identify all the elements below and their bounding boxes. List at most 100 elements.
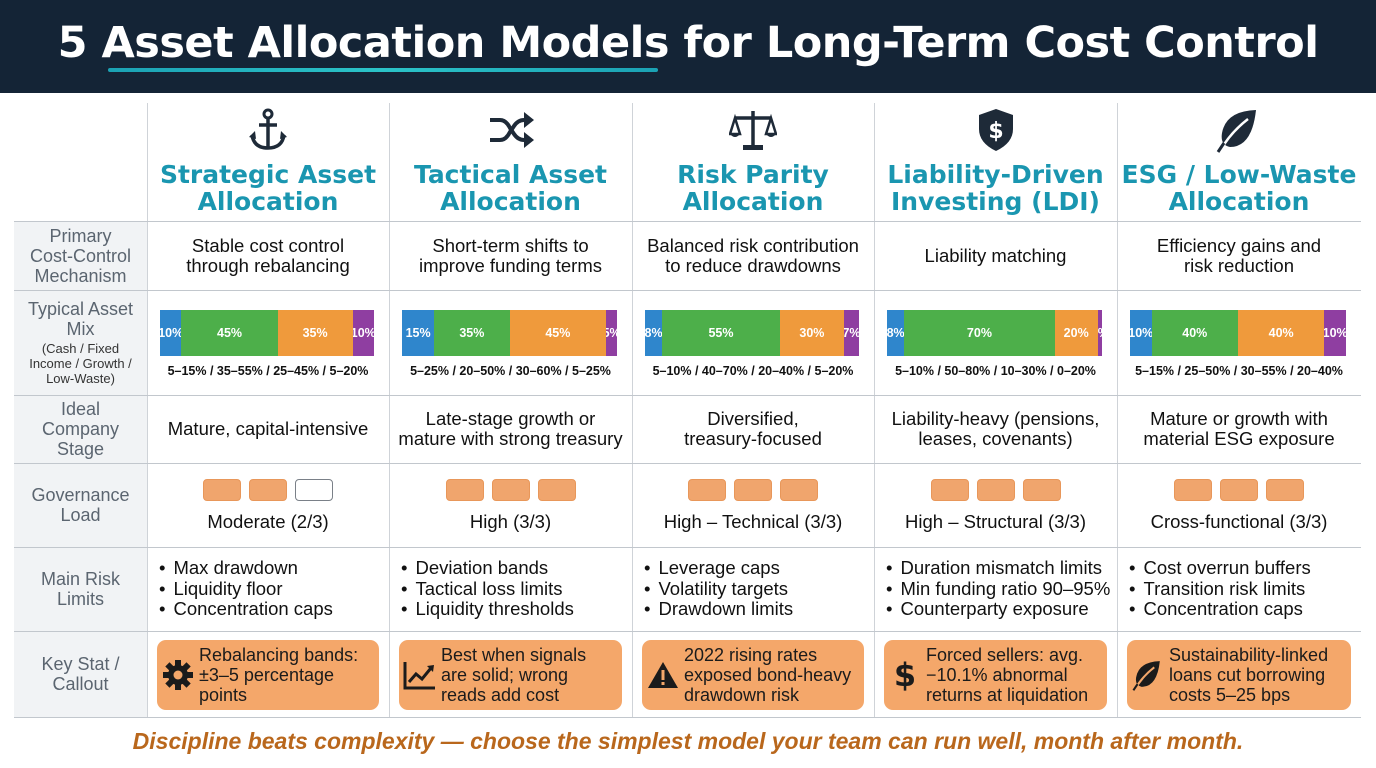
asset-mix-range: 5–15% / 35–55% / 25–45% / 5–20%: [167, 364, 369, 378]
footer-tagline: Discipline beats complexity — choose the…: [132, 728, 1244, 754]
model-title: Strategic Asset Allocation: [160, 161, 376, 215]
scales-icon: [729, 106, 777, 154]
cash-segment: 8%: [887, 310, 905, 356]
row-label-stat: Key Stat / Callout: [14, 631, 147, 717]
model-title-line: Strategic Asset: [159, 160, 377, 189]
column-divider: [874, 103, 875, 717]
model-title-line: Investing (LDI): [891, 187, 1100, 216]
governance-box-filled: [249, 478, 287, 501]
company-stage-text: material ESG exposure: [1143, 428, 1335, 449]
key-stat-line: costs 5–25 bps: [1169, 685, 1291, 705]
asset-mix-range: 5–10% / 40–70% / 20–40% / 5–20%: [652, 364, 854, 378]
model-title-line: ESG / Low-Waste: [1121, 160, 1357, 189]
risk-limit-item: Liquidity floor: [159, 578, 333, 600]
company-stage-cell: Diversified, treasury-focused: [632, 395, 874, 463]
low-waste-segment: 5%: [606, 310, 617, 356]
key-stat-text: 2022 rising rates exposed bond-heavy drawd…: [684, 645, 851, 705]
key-stat-line: Sustainability-linked: [1169, 645, 1329, 665]
risk-limit-item: Liquidity thresholds: [401, 598, 573, 620]
governance-cell: High – Technical (3/3): [632, 463, 874, 547]
model-title: Liability-Driven Investing (LDI): [887, 161, 1103, 215]
mechanism-cell: Liability matching: [874, 221, 1117, 290]
governance-cell: High (3/3): [389, 463, 632, 547]
mechanism-cell: Efficiency gains and risk reduction: [1117, 221, 1361, 290]
risk-limit-item: Max drawdown: [159, 557, 333, 579]
key-stat-callout: Best when signals are solid; wrong reads a…: [399, 640, 622, 710]
column-divider: [147, 103, 148, 717]
row-label-stage: Ideal Company Stage: [14, 395, 147, 463]
company-stage-cell: Liability-heavy (pensions, leases, covena…: [874, 395, 1117, 463]
governance-box-filled: [976, 478, 1015, 501]
governance-box-filled: [491, 478, 530, 501]
row-label-text: Mix: [66, 319, 95, 339]
key-stat-line: points: [199, 685, 248, 705]
mechanism-text: Balanced risk contribution: [647, 234, 859, 256]
title-banner: 5 Asset Allocation Models for Long-Term …: [0, 0, 1376, 93]
row-label-subline: Income / Growth /: [29, 356, 132, 371]
row-label-text: Ideal: [60, 399, 101, 419]
key-stat-line: drawdown risk: [684, 685, 800, 705]
low-waste-segment: 10%: [352, 310, 374, 356]
title-underline: [108, 68, 658, 72]
model-title-line: Liability-Driven: [887, 160, 1104, 189]
page-title: 5 Asset Allocation Models for Long-Term …: [57, 18, 1319, 68]
leaf-icon: [1215, 106, 1263, 154]
row-label-subline: Low-Waste): [46, 371, 115, 386]
row-divider: [14, 463, 1361, 464]
key-stat-line: −10.1% abnormal: [926, 665, 1068, 685]
governance-box-filled: [537, 478, 576, 501]
governance-box-filled: [1266, 478, 1304, 501]
governance-box-empty: [295, 478, 333, 501]
mechanism-text: improve funding terms: [418, 254, 603, 276]
governance-box-filled: [780, 478, 818, 501]
growth-segment: 40%: [1237, 310, 1325, 356]
row-label-subline: (Cash / Fixed: [41, 341, 120, 356]
model-title-line: Tactical Asset: [413, 160, 608, 189]
governance-box-filled: [1174, 478, 1212, 501]
risk-limit-item: Deviation bands: [401, 557, 574, 579]
model-title: Risk Parity Allocation: [677, 161, 829, 215]
fixed-income-segment: 70%: [904, 310, 1055, 356]
asset-mix-range: 5–10% / 50–80% / 10–30% / 0–20%: [895, 364, 1096, 378]
warning-icon: [642, 660, 684, 690]
row-divider: [14, 290, 1361, 291]
key-stat-line: exposed bond-heavy: [684, 665, 852, 685]
mechanism-cell: Short-term shifts to improve funding term…: [389, 221, 632, 290]
risk-limit-item: Tactical loss limits: [401, 578, 574, 600]
row-label-text: Stage: [56, 439, 105, 459]
risk-limits-list: Duration mismatch limitsMin funding rati…: [886, 557, 1110, 620]
model-header: Risk Parity Allocation: [632, 103, 874, 221]
key-stat-line: returns at liquidation: [926, 685, 1089, 705]
key-stat-line: 2022 rising rates: [684, 645, 818, 665]
governance-meter: [203, 478, 333, 501]
row-label-text: Governance: [31, 485, 130, 505]
risk-limit-item: Concentration caps: [159, 598, 332, 620]
asset-mix-bar: 15%35%45%5%: [402, 310, 617, 356]
row-label-text: Company: [41, 419, 120, 439]
model-header: ESG / Low-Waste Allocation: [1117, 103, 1361, 221]
mechanism-cell: Stable cost control through rebalancing: [147, 221, 389, 290]
key-stat-line: reads add cost: [441, 685, 560, 705]
row-label-text: Main Risk: [40, 569, 120, 589]
governance-cell: High – Structural (3/3): [874, 463, 1117, 547]
column-divider: [632, 103, 633, 717]
key-stat-line: are solid; wrong: [441, 665, 569, 685]
svg-text:$: $: [988, 119, 1003, 144]
row-label-mechanism: Primary Cost-Control Mechanism: [14, 221, 147, 290]
governance-meter: [1174, 478, 1304, 501]
gear-icon: [157, 659, 199, 691]
model-title: ESG / Low-Waste Allocation: [1122, 161, 1357, 215]
mechanism-text: to reduce drawdowns: [665, 254, 841, 276]
governance-box-filled: [203, 478, 241, 501]
key-stat-callout: Sustainability-linked loans cut borrowing…: [1127, 640, 1351, 710]
comparison-table: Primary Cost-Control Mechanism Typical Asse…: [14, 103, 1361, 718]
leaf-icon: [1127, 659, 1169, 691]
row-label-text: Limits: [56, 589, 104, 609]
governance-text: High – Structural (3/3): [905, 510, 1086, 532]
fixed-income-segment: 35%: [434, 310, 510, 356]
row-label-text: Primary: [49, 225, 112, 246]
dollar-icon: $: [884, 657, 926, 693]
fixed-income-segment: 55%: [662, 310, 780, 356]
governance-box-filled: [930, 478, 969, 501]
key-stat-line: Forced sellers: avg.: [926, 645, 1084, 665]
